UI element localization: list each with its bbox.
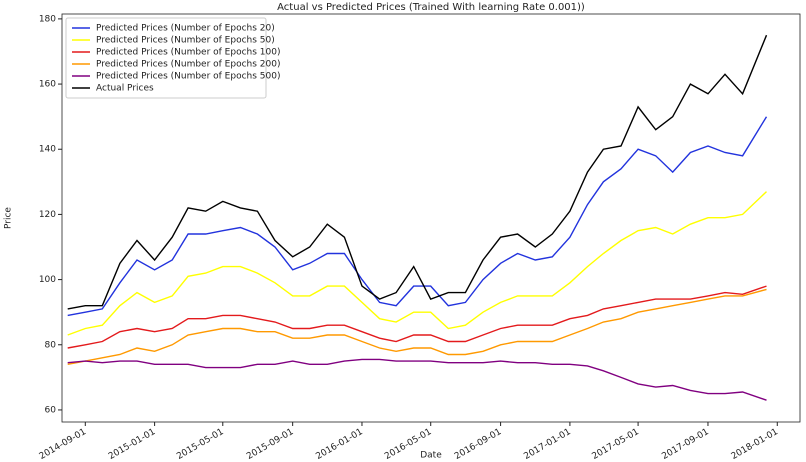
series-line	[67, 191, 767, 336]
x-tick-label: 2015-01-01	[107, 427, 157, 462]
y-tick-label: 60	[45, 405, 57, 415]
y-tick-label: 120	[39, 210, 56, 220]
x-axis-label: Date	[420, 451, 442, 461]
y-tick-label: 140	[39, 145, 56, 155]
legend-label: Predicted Prices (Number of Epochs 200)	[96, 60, 280, 70]
series-line	[67, 288, 767, 365]
series-line	[67, 116, 768, 317]
series-line	[67, 285, 767, 349]
x-tick-label: 2017-01-01	[522, 427, 572, 462]
x-tick-label: 2016-01-01	[314, 427, 364, 462]
chart-title: Actual vs Predicted Prices (Trained With…	[277, 2, 585, 13]
x-tick-label: 2014-09-01	[38, 427, 88, 462]
y-tick-label: 180	[39, 14, 56, 24]
x-tick-label: 2015-05-01	[175, 427, 225, 462]
legend-box	[65, 17, 267, 99]
x-tick-label: 2018-01-01	[730, 427, 780, 462]
series-line	[67, 358, 767, 401]
y-tick-label: 80	[45, 340, 57, 350]
legend-label: Predicted Prices (Number of Epochs 500)	[96, 72, 280, 82]
x-tick-label: 2016-09-01	[453, 427, 503, 462]
y-tick-label: 160	[39, 80, 56, 90]
y-axis-label: Price	[4, 207, 14, 229]
x-tick-label: 2017-09-01	[660, 427, 710, 462]
x-tick-label: 2015-09-01	[245, 427, 295, 462]
legend-label: Predicted Prices (Number of Epochs 20)	[96, 24, 275, 34]
x-tick-label: 2017-05-01	[591, 427, 641, 462]
y-tick-label: 100	[39, 275, 56, 285]
legend-label: Predicted Prices (Number of Epochs 100)	[96, 48, 280, 58]
legend-label: Actual Prices	[96, 84, 154, 94]
legend-label: Predicted Prices (Number of Epochs 50)	[96, 36, 275, 46]
series-line	[67, 34, 768, 310]
